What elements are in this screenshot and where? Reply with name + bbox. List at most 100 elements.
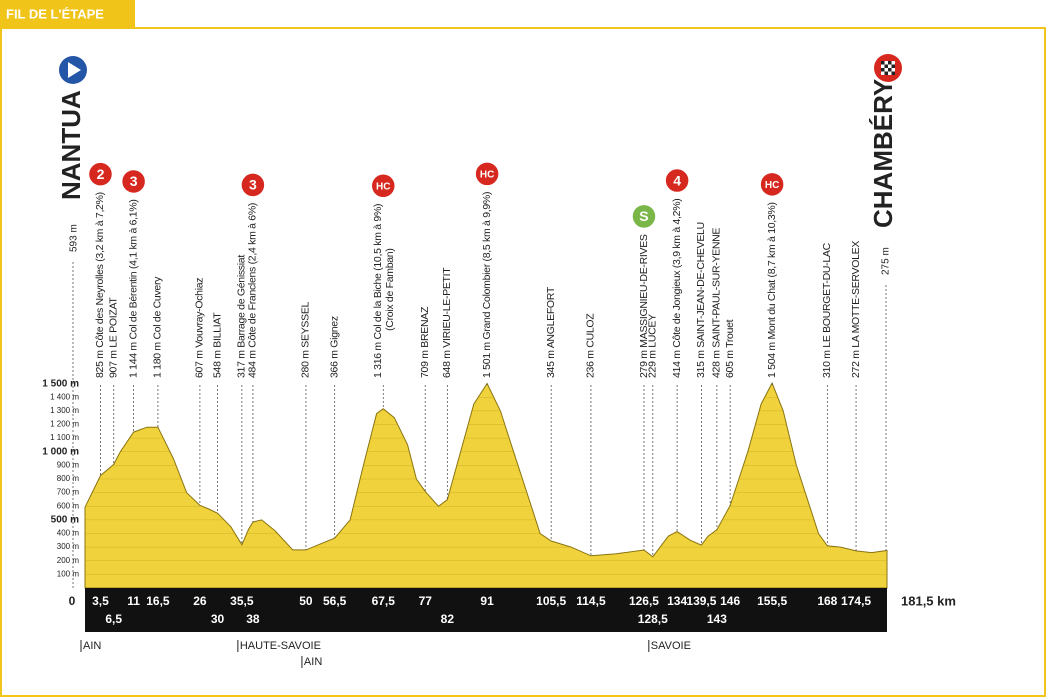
waypoint-label: 279 m MASSIGNIEU-DE-RIVES bbox=[638, 234, 650, 378]
x-tick-label: 35,5 bbox=[230, 594, 254, 608]
waypoint-label: 648 m VIRIEU-LE-PETIT bbox=[441, 267, 453, 378]
climb-category: 3 bbox=[249, 177, 257, 193]
waypoint-label: 1 144 m Col de Bérentin (4,1 km à 6,1%) bbox=[127, 199, 139, 378]
region-name: HAUTE-SAVOIE bbox=[240, 640, 321, 652]
waypoint-label: 428 m SAINT-PAUL-SUR-YENNE bbox=[711, 228, 723, 378]
waypoint-label: 1 501 m Grand Colombier (8,5 km à 9,9%) bbox=[481, 192, 493, 378]
finish-elevation: 275 m bbox=[881, 247, 892, 275]
x-tick-label: 50 bbox=[299, 594, 313, 608]
finish-name: CHAMBÉRY bbox=[868, 79, 898, 228]
climb-category: S bbox=[639, 208, 648, 224]
waypoint-label: 709 m BRENAZ bbox=[419, 306, 431, 378]
x-tick-label: 91 bbox=[480, 594, 494, 608]
x-tick-label: 11 bbox=[127, 594, 140, 608]
climb-category: HC bbox=[480, 170, 494, 181]
waypoint-label: 825 m Côte des Neyrolles (3,2 km à 7,2%) bbox=[94, 192, 106, 378]
climb-badge bbox=[664, 167, 690, 194]
x-tick-label: 105,5 bbox=[536, 594, 566, 608]
waypoint-label: 484 m Côte de Franclens (2,4 km à 6%) bbox=[247, 203, 259, 378]
x-tick-label: 168 bbox=[817, 594, 837, 608]
y-tick-label: 400 m bbox=[57, 529, 80, 538]
start-icon-arrow bbox=[68, 62, 81, 78]
region-name: AIN bbox=[83, 640, 101, 652]
climb-badge bbox=[370, 173, 397, 199]
x-tick-label: 128,5 bbox=[638, 612, 668, 626]
waypoint-sublabel: (Croix de Famban) bbox=[384, 248, 396, 330]
start-elevation: 593 m bbox=[69, 224, 80, 252]
y-tick-label: 900 m bbox=[57, 460, 80, 469]
x-tick-label: 38 bbox=[246, 612, 260, 626]
climb-category: HC bbox=[765, 180, 779, 191]
x-tick-label: 155,5 bbox=[757, 594, 787, 608]
waypoint-label: 548 m BILLIAT bbox=[211, 312, 223, 378]
climb-badge bbox=[87, 161, 114, 187]
x-tick-label: 16,5 bbox=[146, 594, 170, 608]
waypoint-label: 414 m Côte de Jongieux (3,9 km à 4,2%) bbox=[671, 199, 683, 378]
waypoint-label: 317 m Barrage de Génissiat bbox=[236, 255, 248, 378]
finish-flag-check bbox=[881, 61, 895, 75]
x-tick-label: 30 bbox=[211, 612, 225, 626]
x-tick-label: 3,5 bbox=[92, 594, 109, 608]
x-tick-label: 174,5 bbox=[841, 594, 871, 608]
finish-flag bbox=[881, 61, 895, 75]
x-tick-label: 82 bbox=[441, 612, 455, 626]
y-tick-label: 1 100 m bbox=[50, 433, 79, 442]
frame bbox=[0, 27, 1046, 697]
x-tick-label: 126,5 bbox=[629, 594, 659, 608]
x-tick-label: 67,5 bbox=[372, 594, 396, 608]
waypoint-label: 315 m SAINT-JEAN-DE-CHEVELU bbox=[695, 222, 707, 378]
header-tab bbox=[0, 0, 135, 28]
climb-category: 4 bbox=[673, 172, 681, 188]
elevation-area bbox=[84, 381, 888, 589]
waypoint-label: 907 m LE POIZAT bbox=[108, 297, 120, 378]
x-end-label: 181,5 km bbox=[901, 593, 956, 608]
x-tick-label: 77 bbox=[419, 594, 433, 608]
waypoint-label: 1 316 m Col de la Biche (10,5 km à 9%) bbox=[372, 204, 384, 378]
waypoint-label: 272 m LA MOTTE-SERVOLEX bbox=[850, 241, 862, 378]
climb-badge bbox=[631, 203, 657, 230]
y-tick-label: 700 m bbox=[57, 488, 80, 497]
climb-category: 3 bbox=[130, 173, 138, 189]
y-tick-label: 1 200 m bbox=[50, 420, 79, 429]
x-tick-label: 6,5 bbox=[105, 612, 122, 626]
climb-category: 2 bbox=[97, 166, 105, 182]
y-tick-label: 200 m bbox=[57, 556, 80, 565]
waypoint-label: 236 m CULOZ bbox=[585, 313, 597, 378]
waypoint-label: 1 180 m Col de Cuvery bbox=[152, 276, 164, 378]
km-bar bbox=[85, 588, 887, 632]
waypoint-label: 605 m Trouet bbox=[724, 319, 736, 378]
waypoint-label: 310 m LE BOURGET-DU-LAC bbox=[821, 242, 833, 378]
climb-badge bbox=[759, 171, 785, 198]
x-tick-label: 146 bbox=[720, 594, 740, 608]
header-title: FIL DE L'ÉTAPE bbox=[6, 6, 104, 21]
waypoint-label: 607 m Vouvray-Ochiaz bbox=[194, 278, 206, 378]
waypoint-label: 229 m LUCEY bbox=[647, 314, 659, 378]
waypoint-label: 280 m SEYSSEL bbox=[300, 301, 312, 378]
climb-badge bbox=[120, 168, 147, 195]
y-tick-label: 600 m bbox=[57, 501, 80, 510]
waypoint-label: 366 m Gignez bbox=[328, 316, 340, 378]
y-tick-label: 1 400 m bbox=[50, 392, 79, 401]
y-tick-label: 100 m bbox=[57, 569, 80, 578]
y-tick-label: 1 000 m bbox=[42, 446, 79, 457]
x-tick-label: 114,5 bbox=[576, 594, 606, 608]
waypoint-label: 345 m ANGLEFORT bbox=[545, 286, 557, 378]
x-tick-label: 56,5 bbox=[323, 594, 347, 608]
climb-badge bbox=[240, 172, 266, 198]
start-name: NANTUA bbox=[56, 90, 86, 200]
y-tick-label: 1 500 m bbox=[42, 378, 79, 389]
x-tick-label: 143 bbox=[707, 612, 727, 626]
region-name: AIN bbox=[304, 656, 322, 668]
climb-badge bbox=[474, 161, 500, 187]
y-tick-label: 1 300 m bbox=[50, 406, 79, 415]
x-tick-label: 26 bbox=[193, 594, 207, 608]
region-name: SAVOIE bbox=[651, 640, 691, 652]
waypoint-label: 1 504 m Mont du Chat (8,7 km à 10,3%) bbox=[766, 202, 778, 378]
y-tick-label: 800 m bbox=[57, 474, 80, 483]
y-tick-label: 300 m bbox=[57, 542, 80, 551]
x-tick-label: 139,5 bbox=[686, 594, 716, 608]
y-tick-label: 500 m bbox=[51, 515, 79, 526]
x-tick-label: 134 bbox=[667, 594, 687, 608]
x-tick-label: 0 bbox=[69, 594, 76, 608]
